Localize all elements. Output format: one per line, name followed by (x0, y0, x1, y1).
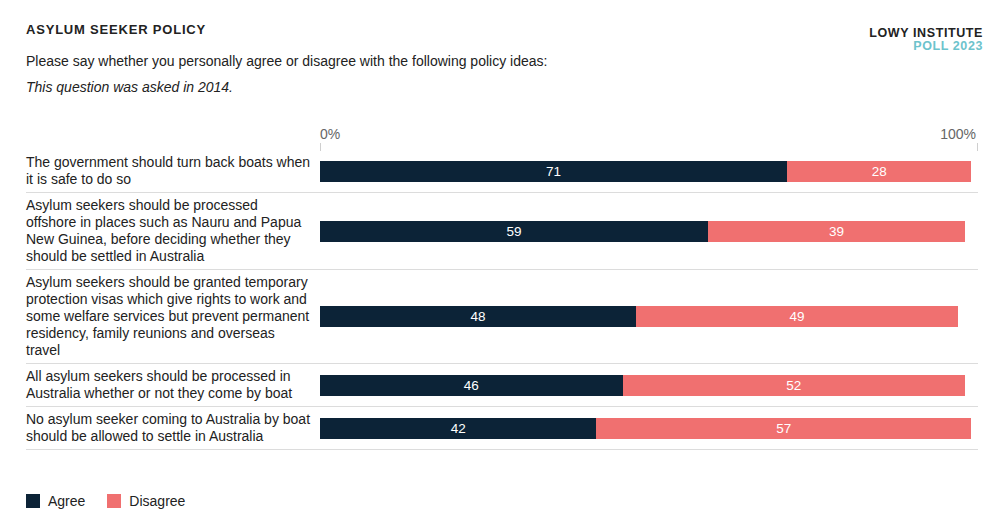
legend-label: Agree (48, 493, 85, 509)
legend-label: Disagree (129, 493, 185, 509)
data-label: 71 (320, 161, 787, 182)
bar-clip (320, 418, 978, 439)
note: This question was asked in 2014. (26, 79, 233, 95)
bar-area: 5939 (320, 221, 978, 242)
bar-clip (320, 221, 978, 242)
data-label: 42 (320, 418, 596, 439)
data-label: 48 (320, 306, 636, 327)
data-label: 57 (596, 418, 971, 439)
tick-label: 100% (940, 126, 976, 142)
category-label: Asylum seekers should be granted tempora… (26, 274, 320, 359)
data-label: 52 (623, 375, 965, 396)
data-label: 49 (636, 306, 958, 327)
bar-row: No asylum seeker coming to Australia by … (26, 407, 978, 450)
bar-row: The government should turn back boats wh… (26, 150, 978, 193)
plot-rows: The government should turn back boats wh… (26, 150, 978, 450)
subtitle: Please say whether you personally agree … (26, 53, 547, 69)
bar-row: All asylum seekers should be processed i… (26, 364, 978, 407)
data-label: 28 (787, 161, 971, 182)
legend: Agree Disagree (26, 493, 207, 509)
legend-swatch (107, 494, 121, 508)
bar-area: 4652 (320, 375, 978, 396)
bar-clip (320, 375, 978, 396)
category-label: No asylum seeker coming to Australia by … (26, 411, 320, 445)
category-label: The government should turn back boats wh… (26, 154, 320, 188)
data-label: 46 (320, 375, 623, 396)
tick-label: 0% (320, 126, 340, 142)
data-label: 59 (320, 221, 708, 242)
category-label: All asylum seekers should be processed i… (26, 368, 320, 402)
legend-swatch (26, 494, 40, 508)
title: ASYLUM SEEKER POLICY (26, 22, 206, 37)
bar-area: 7128 (320, 161, 978, 182)
bar-row: Asylum seekers should be processed offsh… (26, 193, 978, 270)
bar-row: Asylum seekers should be granted tempora… (26, 270, 978, 364)
bar-clip (320, 306, 978, 327)
category-label: Asylum seekers should be processed offsh… (26, 197, 320, 265)
bar-area: 4849 (320, 306, 978, 327)
source-text: LOWY INSTITUTE (869, 26, 983, 40)
source-text: POLL 2023 (913, 39, 983, 53)
bar-area: 4257 (320, 418, 978, 439)
data-label: 39 (708, 221, 965, 242)
